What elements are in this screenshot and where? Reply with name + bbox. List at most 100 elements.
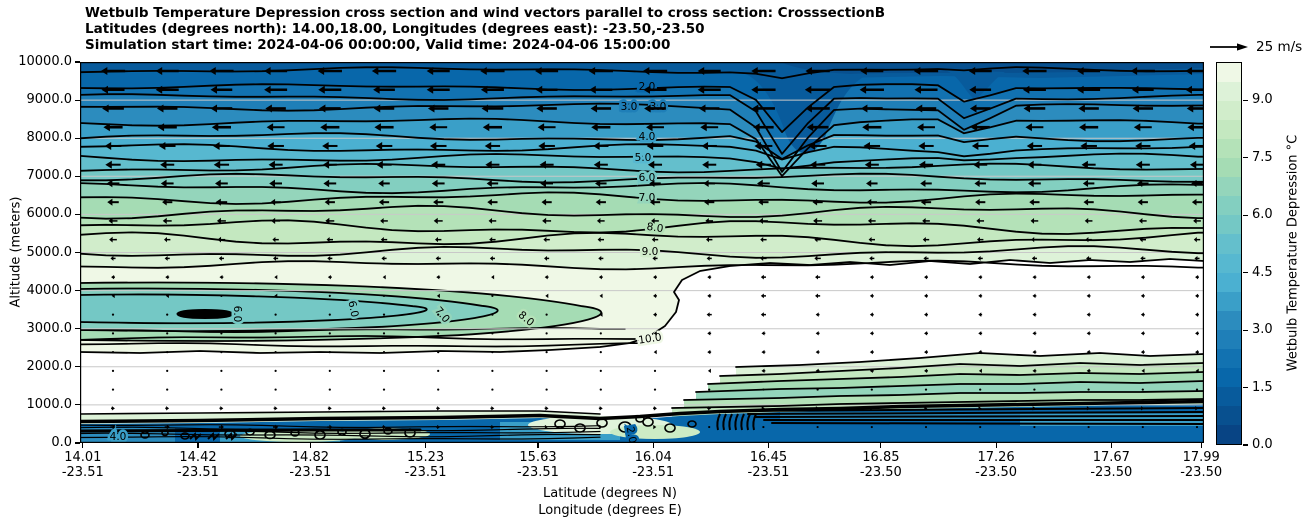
y-tick-mark bbox=[75, 175, 80, 177]
colorbar-segment bbox=[1217, 196, 1241, 216]
colorbar-tick-mark bbox=[1243, 157, 1248, 159]
colorbar-segment bbox=[1217, 215, 1241, 235]
quiver-key-label: 25 m/s bbox=[1256, 39, 1303, 55]
y-tick-mark bbox=[75, 366, 80, 368]
x-tick-lat: 16.04 bbox=[634, 450, 672, 465]
x-axis-label-line1: Latitude (degrees N) bbox=[543, 486, 677, 501]
x-tick-lon: -23.51 bbox=[177, 465, 219, 480]
y-tick-mark bbox=[75, 328, 80, 330]
y-tick-label: 10000.0 bbox=[18, 54, 72, 69]
contour-label: 7.0 bbox=[639, 192, 656, 204]
contour-label: 6.0 bbox=[231, 306, 243, 323]
contour-label: 5.0 bbox=[635, 152, 652, 164]
colorbar-segment bbox=[1217, 82, 1241, 102]
x-tick-label: 16.04 -23.51 bbox=[607, 450, 699, 480]
x-tick-lat: 17.67 bbox=[1092, 450, 1130, 465]
colorbar-segment bbox=[1217, 253, 1241, 273]
x-tick-lat: 16.85 bbox=[862, 450, 900, 465]
colorbar-segment bbox=[1217, 139, 1241, 159]
colorbar-tick-mark bbox=[1243, 386, 1248, 389]
y-tick-label: 7000.0 bbox=[26, 168, 73, 184]
colorbar-segment bbox=[1217, 386, 1241, 406]
colorbar-segment bbox=[1217, 310, 1241, 330]
y-tick-label: 2000.0 bbox=[26, 358, 73, 374]
colorbar-tick-label: 9.0 bbox=[1252, 92, 1273, 108]
colorbar-segment bbox=[1217, 367, 1241, 387]
x-tick-mark bbox=[309, 443, 311, 448]
x-tick-lon: -23.50 bbox=[1090, 465, 1133, 480]
x-tick-mark bbox=[1110, 443, 1112, 448]
colorbar-segment bbox=[1217, 101, 1241, 121]
colorbar-segment bbox=[1217, 272, 1241, 292]
x-tick-label: 16.85 -23.50 bbox=[835, 450, 927, 480]
y-tick-mark bbox=[75, 137, 80, 139]
y-tick-mark bbox=[75, 61, 80, 63]
colorbar-segment bbox=[1217, 348, 1241, 368]
colorbar-tick-label: 0.0 bbox=[1252, 437, 1273, 452]
contour-label: 8.0 bbox=[646, 221, 664, 235]
colorbar-tick-mark bbox=[1243, 214, 1248, 216]
x-tick-mark bbox=[767, 443, 770, 448]
colorbar-segment bbox=[1217, 329, 1241, 349]
colorbar-segment bbox=[1217, 120, 1241, 140]
x-tick-lon: -23.51 bbox=[404, 465, 447, 480]
x-tick-label: 14.82 -23.51 bbox=[264, 450, 356, 480]
y-tick-label: 0.0 bbox=[51, 435, 72, 450]
colorbar-segment bbox=[1217, 177, 1241, 197]
colorbar-tick-label: 1.5 bbox=[1252, 379, 1273, 395]
colorbar-label: Wetbulb Temperature Depression °C bbox=[1285, 134, 1301, 372]
x-tick-lon: -23.50 bbox=[1180, 465, 1223, 480]
contour-label: 9.0 bbox=[642, 246, 659, 258]
colorbar-segment bbox=[1217, 63, 1241, 83]
colorbar-segment bbox=[1217, 234, 1241, 254]
colorbar-tick-label: 6.0 bbox=[1252, 207, 1273, 223]
x-tick-lat: 15.23 bbox=[406, 450, 445, 465]
x-tick-label: 14.01 -23.51 bbox=[37, 450, 129, 480]
colorbar bbox=[1216, 62, 1242, 445]
colorbar-tick-mark bbox=[1243, 444, 1248, 446]
contour-label: 4.0 bbox=[639, 131, 656, 143]
colorbar-tick-mark bbox=[1243, 99, 1248, 101]
y-tick-label: 4000.0 bbox=[26, 282, 73, 298]
colorbar-tick-label: 4.5 bbox=[1252, 264, 1273, 280]
colorbar-segment bbox=[1217, 158, 1241, 178]
y-tick-mark bbox=[75, 251, 80, 254]
y-tick-label: 3000.0 bbox=[26, 320, 73, 336]
colorbar-segment bbox=[1217, 291, 1241, 311]
y-tick-mark bbox=[75, 213, 80, 215]
x-tick-lat: 14.42 bbox=[179, 450, 217, 465]
contour-label: 3.0 bbox=[621, 101, 638, 113]
x-tick-lon: -23.51 bbox=[289, 465, 332, 480]
x-tick-mark bbox=[537, 443, 539, 448]
x-tick-mark bbox=[652, 443, 654, 448]
x-axis-label: Latitude (degrees N) Longitude (degrees … bbox=[538, 485, 682, 519]
x-tick-label: 17.26 -23.50 bbox=[950, 450, 1042, 480]
plot-title-line1: Wetbulb Temperature Depression cross sec… bbox=[85, 5, 886, 21]
x-tick-lon: -23.51 bbox=[517, 465, 559, 480]
x-tick-mark bbox=[425, 443, 427, 448]
quiver-key-arrow-icon bbox=[1210, 43, 1248, 51]
x-tick-lat: 14.01 bbox=[64, 450, 102, 465]
x-axis-label-line2: Longitude (degrees E) bbox=[538, 503, 682, 518]
x-tick-mark bbox=[82, 443, 84, 448]
x-tick-label: 17.67 -23.50 bbox=[1065, 450, 1157, 480]
x-tick-lat: 15.63 bbox=[519, 450, 557, 465]
x-tick-label: 17.99 -23.50 bbox=[1155, 450, 1247, 480]
y-tick-label: 6000.0 bbox=[26, 206, 73, 222]
y-tick-label: 9000.0 bbox=[26, 92, 73, 108]
y-tick-mark bbox=[75, 442, 80, 444]
x-tick-lon: -23.51 bbox=[747, 465, 790, 480]
quiver-key: 25 m/s bbox=[1206, 38, 1302, 56]
x-tick-mark bbox=[880, 443, 882, 448]
x-tick-lat: 16.45 bbox=[749, 450, 788, 465]
x-tick-label: 15.23 -23.51 bbox=[380, 450, 472, 480]
plot-title-line2: Latitudes (degrees north): 14.00,18.00, … bbox=[85, 21, 705, 37]
x-tick-mark bbox=[197, 443, 199, 448]
colorbar-tick-label: 7.5 bbox=[1252, 149, 1273, 165]
colorbar-tick-mark bbox=[1243, 329, 1248, 331]
x-tick-label: 15.63 -23.51 bbox=[492, 450, 584, 480]
x-tick-lon: -23.50 bbox=[975, 465, 1018, 480]
y-tick-label: 8000.0 bbox=[26, 130, 73, 146]
colorbar-tick-label: 3.0 bbox=[1252, 322, 1273, 338]
